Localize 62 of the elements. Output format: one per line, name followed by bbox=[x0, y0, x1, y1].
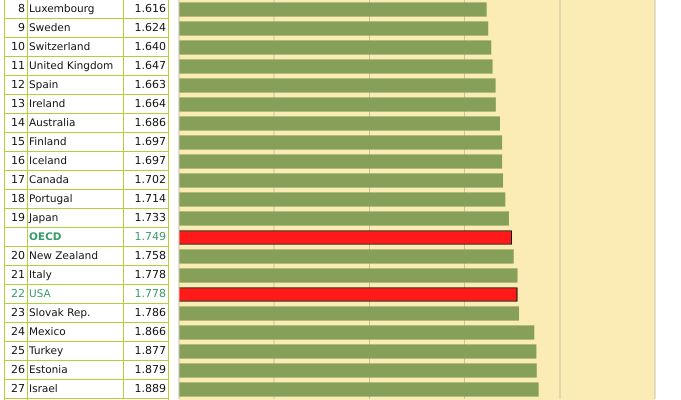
data-label: 1.697 bbox=[123, 152, 166, 170]
y2-tick-label: 23 bbox=[10, 305, 25, 321]
y-tick-label: United Kingdom bbox=[29, 59, 114, 74]
y-tick-label: Spain bbox=[29, 78, 60, 93]
data-label: 1.758 bbox=[123, 247, 166, 265]
y-tick-label: Estonia bbox=[29, 363, 69, 378]
data-label: 1.663 bbox=[123, 76, 166, 94]
data-label: 1.664 bbox=[123, 95, 166, 113]
y-tick-label: Australia bbox=[29, 116, 76, 131]
y-tick-label: Portugal bbox=[29, 192, 74, 207]
y-tick-label: Italy bbox=[29, 268, 53, 283]
y2-tick-label: 9 bbox=[17, 20, 25, 36]
data-label: 1.686 bbox=[123, 114, 166, 132]
y2-tick-label: 18 bbox=[10, 191, 25, 207]
y-tick-label: Sweden bbox=[29, 21, 72, 36]
data-label: 1.647 bbox=[123, 57, 166, 75]
data-label: 1.702 bbox=[123, 171, 166, 189]
y2-tick-label: 16 bbox=[10, 153, 25, 169]
y2-tick-label: 12 bbox=[10, 77, 25, 93]
y2-tick-label: 20 bbox=[10, 248, 25, 264]
y2-tick-label: 13 bbox=[10, 96, 25, 112]
y-tick-label: Mexico bbox=[29, 325, 67, 340]
y2-tick-label: 21 bbox=[10, 267, 25, 283]
y-tick-label: Turkey bbox=[29, 344, 64, 359]
y-tick-label: New Zealand bbox=[29, 249, 99, 264]
y-tick-label: Switzerland bbox=[29, 40, 92, 55]
data-label: 1.889 bbox=[123, 380, 166, 398]
data-label: 1.778 bbox=[123, 266, 166, 284]
data-label: 1.866 bbox=[123, 323, 166, 341]
y2-tick-label: 22 bbox=[10, 286, 25, 302]
y-tick-label: Israel bbox=[29, 382, 59, 397]
y2-tick-label: 8 bbox=[17, 1, 25, 17]
y-tick-label: Canada bbox=[29, 173, 70, 188]
y2-tick-label: 27 bbox=[10, 381, 25, 397]
data-label: 1.879 bbox=[123, 361, 166, 379]
y2-tick-label: 19 bbox=[10, 210, 25, 226]
y2-tick-label: 14 bbox=[10, 115, 25, 131]
data-label: 1.640 bbox=[123, 38, 166, 56]
data-label: 1.778 bbox=[123, 285, 166, 303]
y-tick-label: OECD bbox=[29, 230, 63, 245]
data-label: 1.624 bbox=[123, 19, 166, 37]
y2-tick-label: 15 bbox=[10, 134, 25, 150]
y2-tick-label: 10 bbox=[10, 39, 25, 55]
y-tick-label: Iceland bbox=[29, 154, 68, 169]
y2-tick-label: 26 bbox=[10, 362, 25, 378]
y-tick-label: Japan bbox=[29, 211, 60, 226]
y-tick-label: USA bbox=[29, 287, 52, 302]
y-tick-label: Finland bbox=[29, 135, 68, 150]
y-tick-label: Luxembourg bbox=[29, 2, 96, 17]
y-tick-label: Slovak Rep. bbox=[29, 306, 92, 321]
data-label: 1.733 bbox=[123, 209, 166, 227]
data-label: 1.697 bbox=[123, 133, 166, 151]
y2-tick-label: 17 bbox=[10, 172, 25, 188]
data-label: 1.616 bbox=[123, 0, 166, 18]
y2-tick-label: 25 bbox=[10, 343, 25, 359]
y-tick-label: Ireland bbox=[29, 97, 66, 112]
data-label: 1.749 bbox=[123, 228, 166, 246]
y2-tick-label: 11 bbox=[10, 58, 25, 74]
data-label: 1.877 bbox=[123, 342, 166, 360]
data-label: 1.786 bbox=[123, 304, 166, 322]
data-label: 1.714 bbox=[123, 190, 166, 208]
y2-tick-label: 24 bbox=[10, 324, 25, 340]
